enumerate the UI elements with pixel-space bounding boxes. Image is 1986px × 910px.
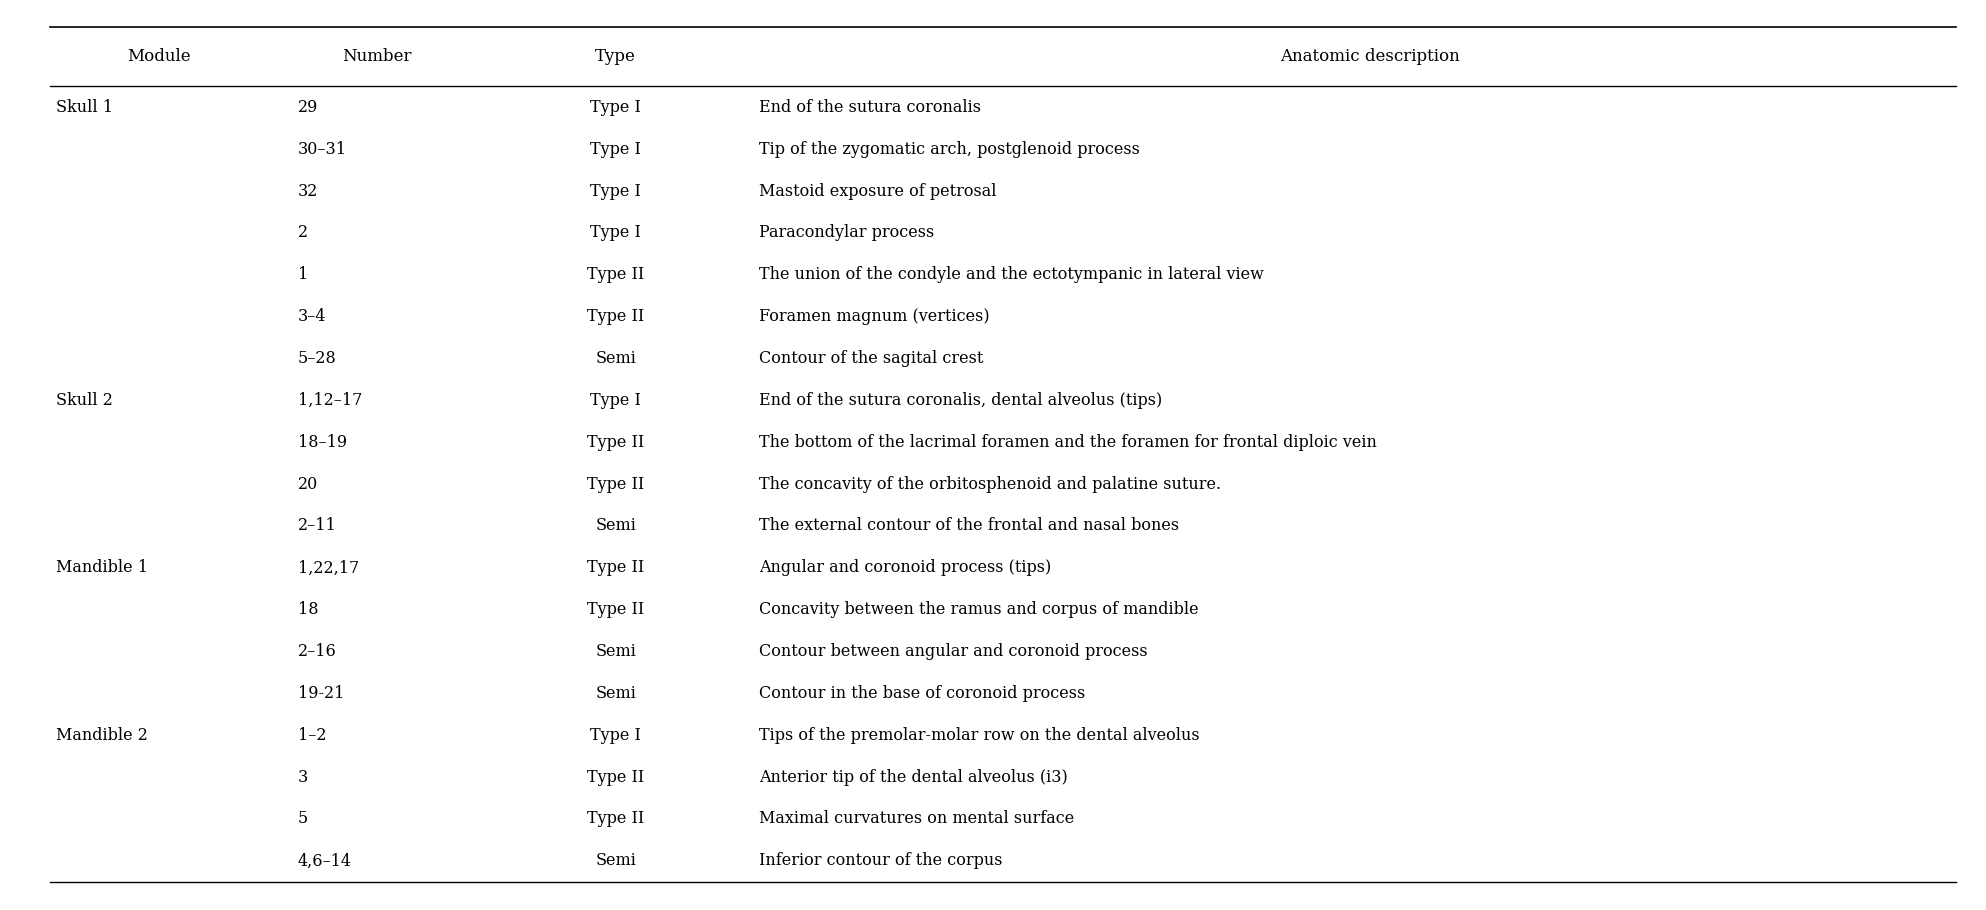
Text: Skull 2: Skull 2 [56,392,113,409]
Text: 18: 18 [298,602,318,618]
Text: Number: Number [344,48,411,66]
Text: The union of the condyle and the ectotympanic in lateral view: The union of the condyle and the ectotym… [759,267,1263,283]
Text: 1,12–17: 1,12–17 [298,392,361,409]
Text: Inferior contour of the corpus: Inferior contour of the corpus [759,853,1003,869]
Text: 29: 29 [298,99,318,116]
Text: The external contour of the frontal and nasal bones: The external contour of the frontal and … [759,518,1180,534]
Text: 4,6–14: 4,6–14 [298,853,352,869]
Text: Type II: Type II [588,308,643,325]
Text: 19-21: 19-21 [298,685,344,702]
Text: 2–11: 2–11 [298,518,338,534]
Text: Anterior tip of the dental alveolus (i3): Anterior tip of the dental alveolus (i3) [759,769,1066,785]
Text: Contour of the sagital crest: Contour of the sagital crest [759,350,983,367]
Text: Type II: Type II [588,602,643,618]
Text: Semi: Semi [596,518,636,534]
Text: Mastoid exposure of petrosal: Mastoid exposure of petrosal [759,183,997,199]
Text: 2–16: 2–16 [298,643,338,660]
Text: Mandible 2: Mandible 2 [56,727,147,743]
Text: Contour between angular and coronoid process: Contour between angular and coronoid pro… [759,643,1148,660]
Text: Contour in the base of coronoid process: Contour in the base of coronoid process [759,685,1084,702]
Text: End of the sutura coronalis: End of the sutura coronalis [759,99,981,116]
Text: Type I: Type I [590,727,641,743]
Text: Angular and coronoid process (tips): Angular and coronoid process (tips) [759,560,1051,576]
Text: Paracondylar process: Paracondylar process [759,225,933,241]
Text: 20: 20 [298,476,318,492]
Text: Type II: Type II [588,560,643,576]
Text: Semi: Semi [596,685,636,702]
Text: Type I: Type I [590,225,641,241]
Text: Anatomic description: Anatomic description [1281,48,1460,66]
Text: 32: 32 [298,183,318,199]
Text: End of the sutura coronalis, dental alveolus (tips): End of the sutura coronalis, dental alve… [759,392,1162,409]
Text: 1: 1 [298,267,308,283]
Text: 5–28: 5–28 [298,350,338,367]
Text: Type II: Type II [588,267,643,283]
Text: Semi: Semi [596,643,636,660]
Text: 2: 2 [298,225,308,241]
Text: Foramen magnum (vertices): Foramen magnum (vertices) [759,308,989,325]
Text: Type I: Type I [590,141,641,157]
Text: Type II: Type II [588,811,643,827]
Text: Type II: Type II [588,476,643,492]
Text: Module: Module [127,48,191,66]
Text: The bottom of the lacrimal foramen and the foramen for frontal diploic vein: The bottom of the lacrimal foramen and t… [759,434,1376,450]
Text: Skull 1: Skull 1 [56,99,113,116]
Text: 18–19: 18–19 [298,434,348,450]
Text: Type I: Type I [590,183,641,199]
Text: Tip of the zygomatic arch, postglenoid process: Tip of the zygomatic arch, postglenoid p… [759,141,1140,157]
Text: Mandible 1: Mandible 1 [56,560,147,576]
Text: Type I: Type I [590,392,641,409]
Text: 5: 5 [298,811,308,827]
Text: 3–4: 3–4 [298,308,326,325]
Text: Maximal curvatures on mental surface: Maximal curvatures on mental surface [759,811,1074,827]
Text: Type II: Type II [588,769,643,785]
Text: Semi: Semi [596,350,636,367]
Text: Semi: Semi [596,853,636,869]
Text: Type II: Type II [588,434,643,450]
Text: Tips of the premolar-molar row on the dental alveolus: Tips of the premolar-molar row on the de… [759,727,1200,743]
Text: 30–31: 30–31 [298,141,348,157]
Text: 1–2: 1–2 [298,727,326,743]
Text: 3: 3 [298,769,308,785]
Text: Type I: Type I [590,99,641,116]
Text: Concavity between the ramus and corpus of mandible: Concavity between the ramus and corpus o… [759,602,1198,618]
Text: The concavity of the orbitosphenoid and palatine suture.: The concavity of the orbitosphenoid and … [759,476,1221,492]
Text: Type: Type [596,48,636,66]
Text: 1,22,17: 1,22,17 [298,560,359,576]
